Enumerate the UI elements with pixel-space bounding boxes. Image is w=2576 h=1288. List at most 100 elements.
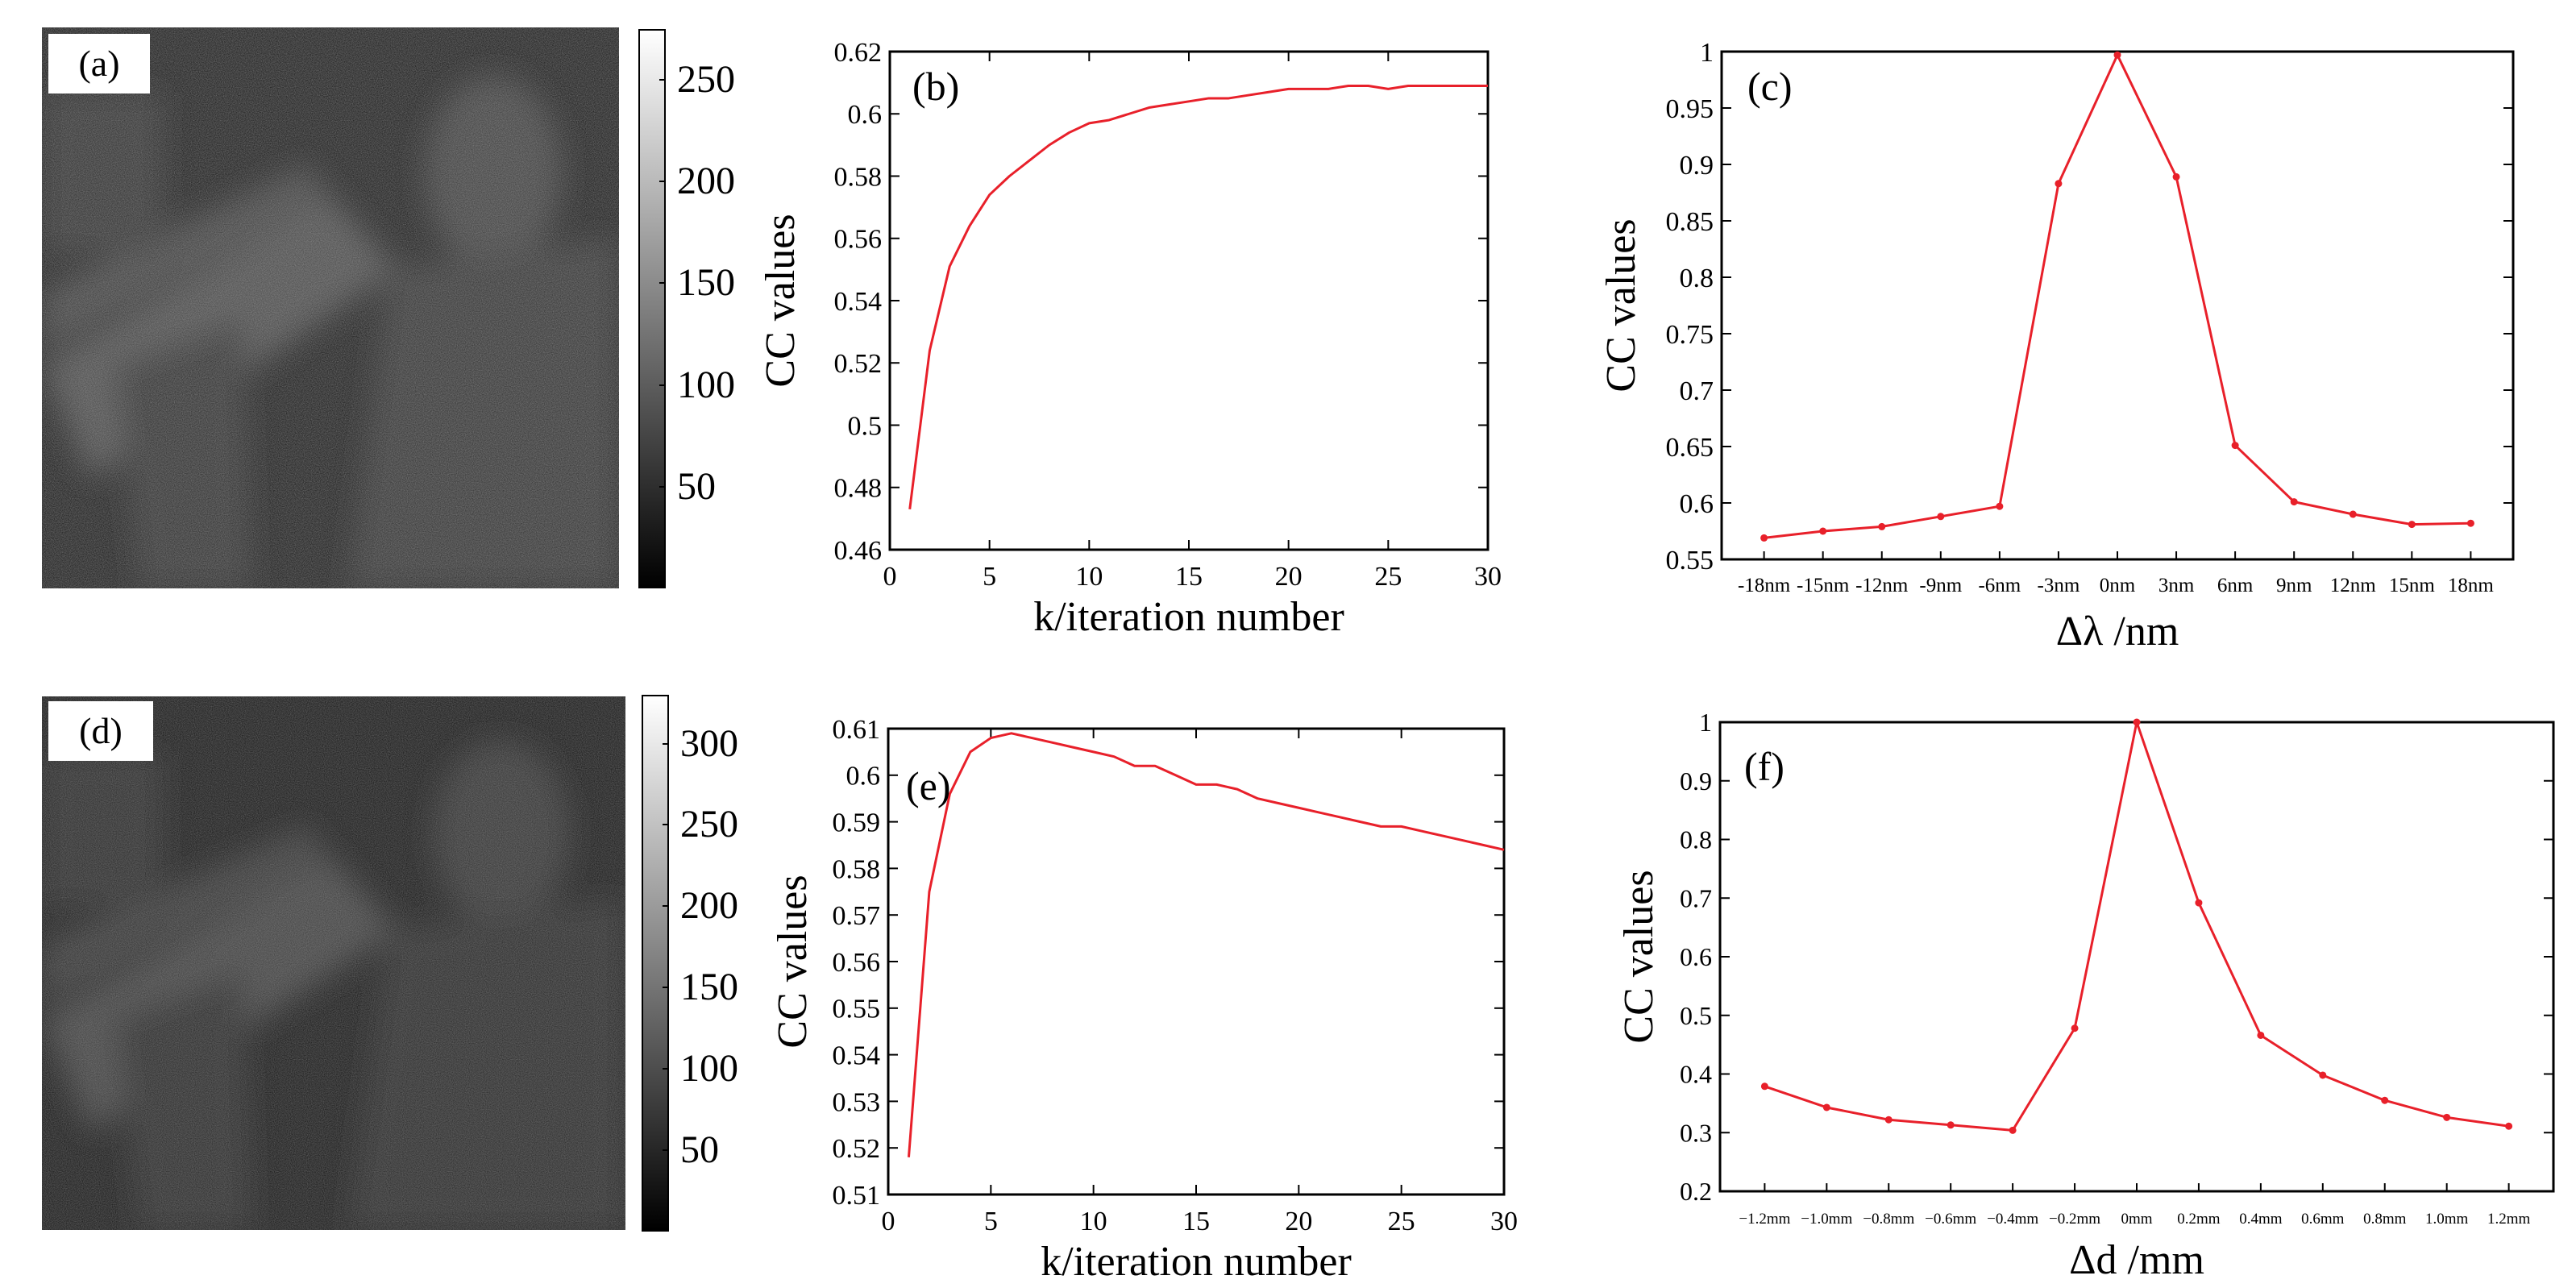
colorbar-d [642,695,669,1232]
colorbar-tick-label: 200 [677,160,735,203]
x-tick-label: 12nm [2330,575,2377,596]
y-tick-label: 0.57 [833,901,881,931]
x-axis-label: k/iteration number [1041,1239,1352,1285]
y-tick-label: 0.8 [1680,264,1714,293]
x-tick-label: -15nm [1797,575,1850,596]
y-tick-label: 0.54 [834,287,883,317]
colorbar-tick-mark [663,742,669,745]
panel-label: (c) [1747,64,1793,109]
colorbar-tick-mark [659,485,666,488]
series-line [908,84,1488,509]
y-tick-label: 0.9 [1680,151,1714,181]
colorbar-tick-label: 50 [677,464,716,508]
y-tick-label: 0.55 [1666,546,1714,575]
panel-label-a: (a) [48,34,150,93]
x-tick-label: -12nm [1855,575,1909,596]
chart-e: 0.51 0.52 0.53 0.54 0.55 0.56 0.57 0.58 0.59 0.6 0… [770,715,1518,1285]
y-tick-label: 0.5 [1680,1001,1712,1030]
data-point [2319,1071,2327,1079]
y-axis-label: CC values [758,214,804,387]
x-tick-label: 10 [1080,1207,1107,1236]
colorbar-tick-label: 100 [680,1047,738,1091]
x-tick-label: 30 [1490,1207,1518,1236]
x-tick-label: −0.8mm [1863,1211,1914,1228]
colorbar-a [638,29,666,588]
y-tick-label: 0.56 [834,225,883,255]
x-tick-label: −1.0mm [1801,1211,1852,1228]
y-tick-label: 0.6 [846,762,881,791]
data-point [2257,1031,2265,1039]
data-point [2505,1122,2513,1130]
data-point [2113,51,2121,59]
data-point [1878,522,1886,530]
y-tick-label: 0.3 [1680,1118,1712,1147]
plot-frame [1718,721,2555,1193]
y-tick-label: 0.48 [834,474,883,504]
y-tick-label: 0.58 [834,162,883,192]
plot-frame [888,50,1490,551]
data-point [1937,513,1945,521]
colorbar-tick-label: 50 [680,1128,719,1172]
y-tick-label: 0.7 [1680,883,1712,912]
y-tick-label: 0.95 [1666,94,1714,124]
x-tick-label: −1.2mm [1739,1211,1790,1228]
y-tick-label: 0.85 [1666,207,1714,237]
data-point [2071,1024,2079,1032]
y-axis-label: CC values [770,875,816,1048]
data-point [2195,899,2203,907]
series-line [907,732,1505,1157]
y-tick-label: 0.54 [833,1041,881,1071]
x-tick-label: 0nm [2100,575,2136,596]
colorbar-tick-mark [659,181,666,183]
data-point [1884,1116,1893,1124]
x-tick-label: −0.4mm [1987,1211,2038,1228]
x-tick-label: 1.0mm [2425,1211,2469,1228]
colorbar-tick-label: 250 [680,803,738,846]
x-tick-label: 6nm [2217,575,2254,596]
data-point [2133,718,2141,726]
y-tick-label: 0.6 [848,100,883,130]
series-line [1764,53,2471,539]
y-tick-label: 0.9 [1680,767,1712,796]
y-tick-label: 0.75 [1666,320,1714,350]
x-axis-label: k/iteration number [1033,594,1344,640]
data-point [1996,502,2004,510]
data-point [2055,180,2063,188]
x-axis-label: Δd /mm [2069,1237,2204,1283]
colorbar-tick-mark [663,1149,669,1152]
y-tick-label: 1 [1699,708,1712,737]
y-tick-label: 0.58 [833,854,881,884]
x-tick-label: 0.2mm [2177,1211,2221,1228]
y-tick-label: 0.4 [1680,1060,1712,1089]
data-point [2381,1096,2389,1104]
image-texture [42,27,619,588]
colorbar-tick-mark [659,79,666,81]
x-tick-label: 1.2mm [2487,1211,2531,1228]
y-tick-label: 0.62 [834,38,883,68]
reconstructed-image-d [42,696,625,1230]
panel-label: (f) [1744,744,1785,789]
x-tick-label: 5 [984,1207,998,1236]
data-point [2290,498,2298,506]
panel-label-d: (d) [48,701,153,761]
x-tick-label: 30 [1474,562,1502,592]
data-point [2172,172,2180,181]
y-tick-label: 1 [1700,38,1714,68]
y-tick-label: 0.46 [834,536,883,566]
x-tick-label: 5 [983,562,996,592]
x-tick-label: 20 [1275,562,1303,592]
y-tick-label: 0.5 [848,411,883,441]
data-point [2443,1113,2451,1121]
colorbar-tick-mark [663,987,669,989]
y-tick-label: 0.53 [833,1087,881,1117]
y-tick-label: 0.7 [1680,376,1714,406]
colorbar-tick-label: 300 [680,721,738,765]
plot-frame [1720,50,2515,561]
colorbar-tick-mark [659,282,666,285]
y-tick-label: 0.59 [833,808,881,838]
y-tick-label: 0.55 [833,995,881,1024]
data-point [1760,534,1768,542]
panel-label: (e) [906,763,951,808]
y-tick-label: 0.65 [1666,433,1714,463]
y-axis-label: CC values [1616,870,1662,1043]
